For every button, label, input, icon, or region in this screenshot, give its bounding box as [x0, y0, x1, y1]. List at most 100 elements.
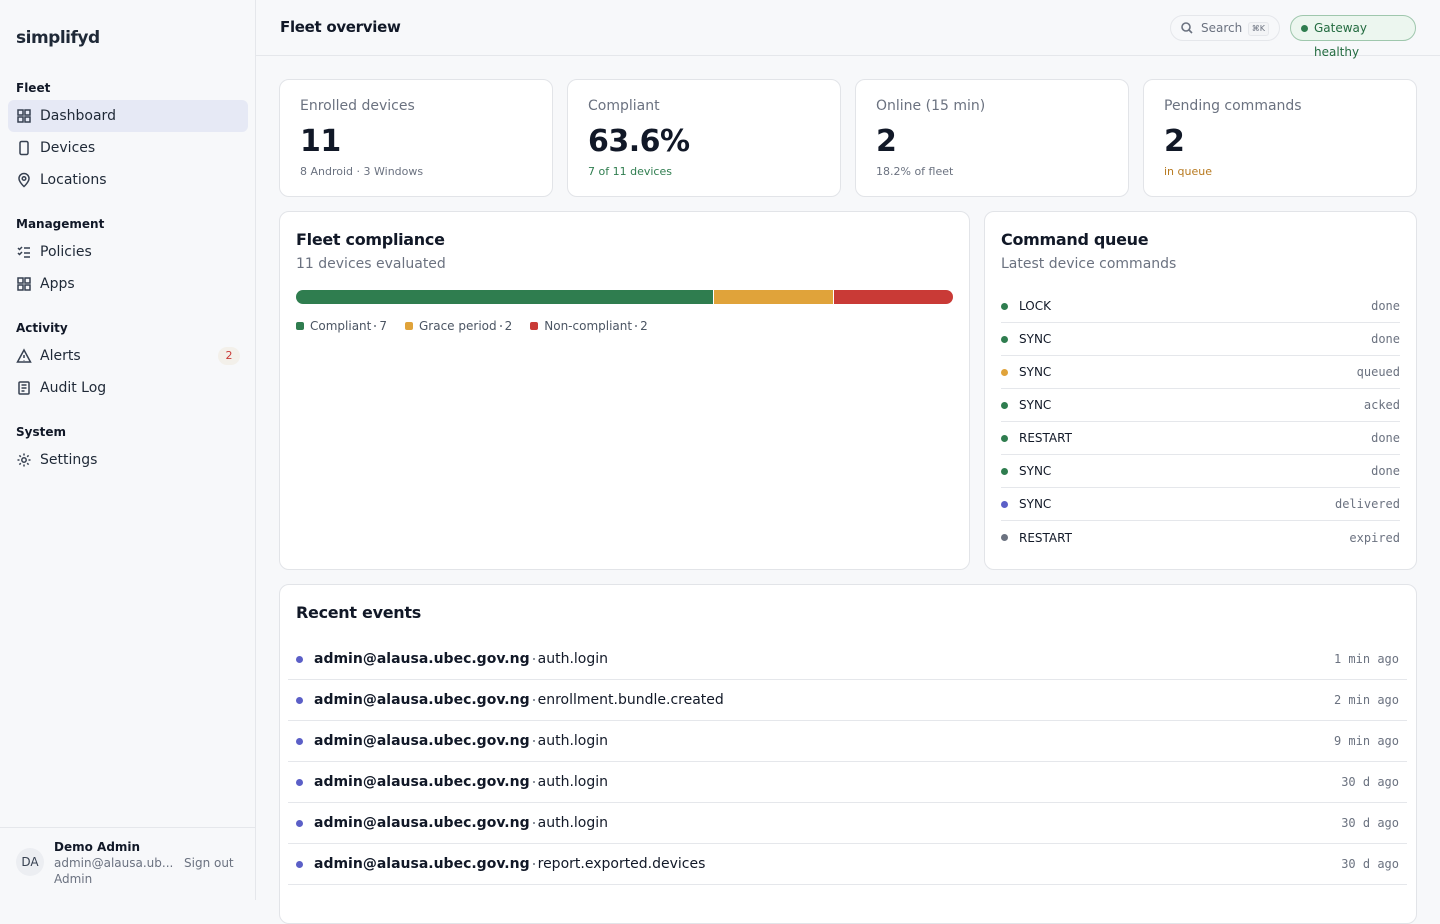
- nav-item[interactable]: Devices: [8, 132, 248, 164]
- stat-card: Enrolled devices 11 8 Android · 3 Windows: [279, 79, 553, 197]
- user-name: Demo Admin: [54, 840, 141, 854]
- user-email: admin@alausa.ub...: [54, 856, 174, 870]
- command: SYNC: [1019, 398, 1052, 412]
- queue-row[interactable]: SYNC done: [1001, 323, 1400, 356]
- event-row[interactable]: admin@alausa.ubec.gov.ng auth.login 30 d a…: [288, 803, 1407, 844]
- legend-name: Non-compliant: [544, 319, 633, 333]
- search[interactable]: Search ⌘K: [1170, 15, 1280, 41]
- queue-row[interactable]: LOCK done: [1001, 290, 1400, 323]
- card-title: Command queue: [1001, 230, 1149, 249]
- stat-note: in queue: [1164, 165, 1212, 178]
- status-dot: [1001, 401, 1008, 409]
- status-dot: [1001, 467, 1008, 475]
- event-dot: [296, 696, 303, 704]
- command-status: expired: [1349, 530, 1400, 545]
- legend-name: Compliant: [310, 319, 372, 333]
- event-action: enrollment.bundle.created: [537, 692, 724, 708]
- nav-label: Settings: [40, 452, 98, 468]
- bar-segment: [713, 290, 833, 304]
- shortcut: ⌘K: [1247, 22, 1269, 36]
- search-label: Search: [1201, 21, 1243, 35]
- legend-name: Grace period: [419, 319, 497, 333]
- status-dot: [1001, 302, 1008, 310]
- command-status: done: [1371, 431, 1400, 445]
- queue-row[interactable]: SYNC acked: [1001, 389, 1400, 422]
- event-row[interactable]: admin@alausa.ubec.gov.ng auth.login 30 d a…: [288, 762, 1407, 803]
- nav-item[interactable]: Alerts 2: [8, 340, 248, 372]
- event-row[interactable]: admin@alausa.ubec.gov.ng auth.login 9 min …: [288, 721, 1407, 762]
- queue-row[interactable]: SYNC done: [1001, 455, 1400, 488]
- legend-separator: [635, 325, 638, 327]
- nav-label: Apps: [40, 276, 75, 292]
- legend-item: Grace period 2: [405, 319, 512, 333]
- nav-icon: [16, 348, 32, 363]
- search-icon: [1181, 22, 1193, 34]
- event-row[interactable]: admin@alausa.ubec.gov.ng auth.login 1 min …: [288, 639, 1407, 680]
- nav-label: Alerts: [40, 348, 81, 364]
- sign-out[interactable]: Sign out: [184, 856, 234, 870]
- nav-item[interactable]: Policies: [8, 236, 248, 268]
- event-separator: [532, 781, 535, 783]
- event-row[interactable]: admin@alausa.ubec.gov.ng report.exported.…: [288, 844, 1407, 885]
- nav-item[interactable]: Settings: [8, 444, 248, 476]
- stat-value: 2: [1164, 124, 1185, 159]
- status-dot: [1001, 534, 1008, 541]
- command: RESTART: [1019, 530, 1072, 545]
- event-time: 30 d ago: [1341, 816, 1399, 830]
- nav-icon: [19, 140, 29, 156]
- logo[interactable]: simplifyd: [16, 28, 100, 48]
- legend-item: Compliant 7: [296, 319, 387, 333]
- event-dot: [296, 819, 303, 827]
- queue-row[interactable]: SYNC delivered: [1001, 488, 1400, 521]
- nav-section-title: Fleet: [16, 81, 51, 95]
- nav-badge: 2: [218, 347, 240, 365]
- command-status: queued: [1356, 365, 1400, 379]
- card-subtitle: 11 devices evaluated: [296, 256, 446, 272]
- event-time: 1 min ago: [1333, 652, 1399, 666]
- legend-swatch: [530, 322, 539, 330]
- compliance-bar: [296, 290, 953, 304]
- card-title: Fleet compliance: [296, 230, 445, 249]
- queue-row[interactable]: SYNC queued: [1001, 356, 1400, 389]
- gateway-status[interactable]: Gateway healthy: [1290, 15, 1416, 59]
- legend-value: 2: [640, 319, 648, 333]
- nav-item[interactable]: Apps: [8, 268, 248, 300]
- compliance-card: Fleet compliance 11 devices evaluated Co…: [279, 211, 970, 570]
- nav-label: Devices: [40, 140, 96, 156]
- nav-label: Policies: [40, 244, 92, 260]
- event-time: 30 d ago: [1341, 857, 1399, 871]
- nav-icon: [17, 246, 30, 258]
- command: SYNC: [1019, 332, 1052, 346]
- event-row[interactable]: admin@alausa.ubec.gov.ng enrollment.bundl…: [288, 680, 1407, 721]
- command: SYNC: [1019, 365, 1052, 379]
- page-title: Fleet overview: [280, 18, 401, 36]
- stat-label: Online (15 min): [876, 98, 986, 114]
- event-separator: [532, 740, 535, 742]
- nav-icon: [17, 277, 31, 291]
- sidebar: simplifyd Fleet Dashboard Devices Locations…: [0, 0, 256, 900]
- stat-label: Pending commands: [1164, 98, 1302, 114]
- command-status: done: [1371, 299, 1400, 313]
- event-separator: [532, 699, 535, 701]
- event-action: auth.login: [537, 815, 608, 831]
- command-status: done: [1371, 332, 1400, 346]
- queue-row[interactable]: RESTART done: [1001, 422, 1400, 455]
- avatar: DA: [16, 848, 44, 876]
- user-panel: DA Demo Admin admin@alausa.ub... Admin S…: [0, 827, 255, 900]
- nav-item[interactable]: Locations: [8, 164, 248, 196]
- command-status: acked: [1363, 398, 1400, 412]
- events-card: Recent events admin@alausa.ubec.gov.ng au…: [279, 584, 1417, 924]
- nav-item[interactable]: Audit Log: [8, 372, 248, 404]
- event-actor: admin@alausa.ubec.gov.ng: [314, 733, 530, 749]
- stat-note: 7 of 11 devices: [588, 165, 672, 178]
- nav-section-title: Activity: [16, 321, 68, 335]
- nav-item[interactable]: Dashboard: [8, 100, 248, 132]
- stat-label: Enrolled devices: [300, 98, 415, 114]
- event-actor: admin@alausa.ubec.gov.ng: [314, 856, 530, 872]
- event-actor: admin@alausa.ubec.gov.ng: [314, 815, 530, 831]
- queue-row[interactable]: RESTART expired: [1001, 521, 1400, 554]
- nav-label: Locations: [40, 172, 107, 188]
- nav-label: Audit Log: [40, 380, 107, 396]
- card-subtitle: Latest device commands: [1001, 256, 1177, 272]
